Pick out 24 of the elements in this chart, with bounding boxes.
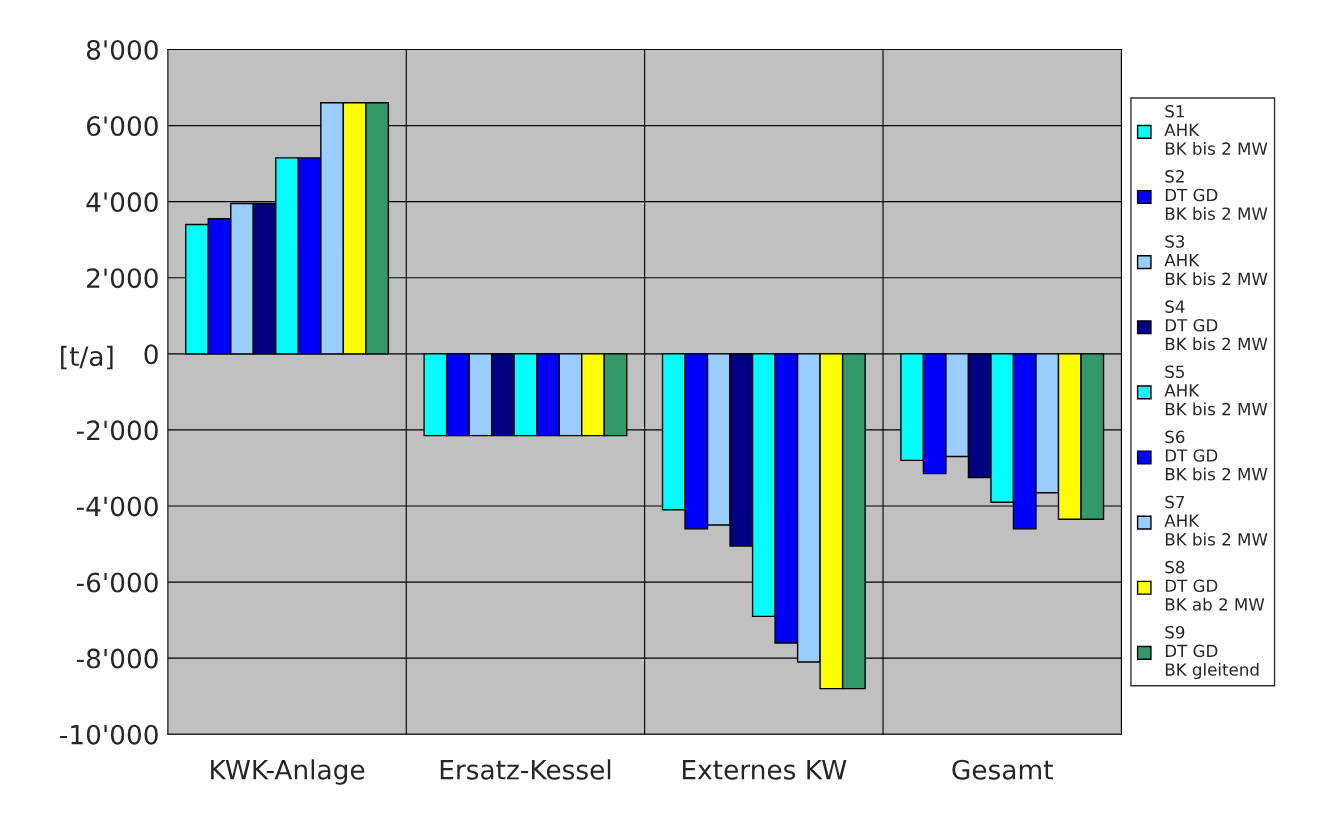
y-tick-label: 0 <box>144 344 158 365</box>
legend-label: S2 DT GD BK bis 2 MW <box>1165 170 1268 221</box>
y-tick-label: -4'000 <box>76 496 158 517</box>
y-tick-label: -2'000 <box>76 420 158 441</box>
y-tick-label: 6'000 <box>86 116 158 136</box>
y-tick-label: -6'000 <box>76 572 158 593</box>
legend-label: S1 AHK BK bis 2 MW <box>1164 104 1268 155</box>
y-axis-title: [t/a] <box>61 345 113 370</box>
y-tick-label: 2'000 <box>87 268 158 289</box>
y-tick-label: -10'000 <box>60 724 158 745</box>
legend-label: S5 AHK BK bis 2 MW <box>1164 365 1268 416</box>
x-tick-label: KWK-Anlage <box>211 759 365 785</box>
y-tick-label: 4'000 <box>86 192 158 213</box>
legend-label: S3 AHK BK bis 2 MW <box>1164 235 1268 286</box>
y-tick-label: 8'000 <box>86 39 158 60</box>
x-tick-label: Gesamt <box>952 759 1053 780</box>
legend-label: S8 DT GD BK ab 2 MW <box>1165 560 1265 611</box>
legend-label: S4 DT GD BK bis 2 MW <box>1165 300 1268 351</box>
legend-label: S7 AHK BK bis 2 MW <box>1164 495 1268 546</box>
y-tick-label: -8'000 <box>76 648 158 669</box>
x-tick-label: Ersatz-Kessel <box>440 759 611 780</box>
x-tick-label: Externes KW <box>683 760 847 780</box>
legend-label: S6 DT GD BK bis 2 MW <box>1165 430 1268 481</box>
legend-label: S9 DT GD BK gleitend <box>1165 625 1259 680</box>
